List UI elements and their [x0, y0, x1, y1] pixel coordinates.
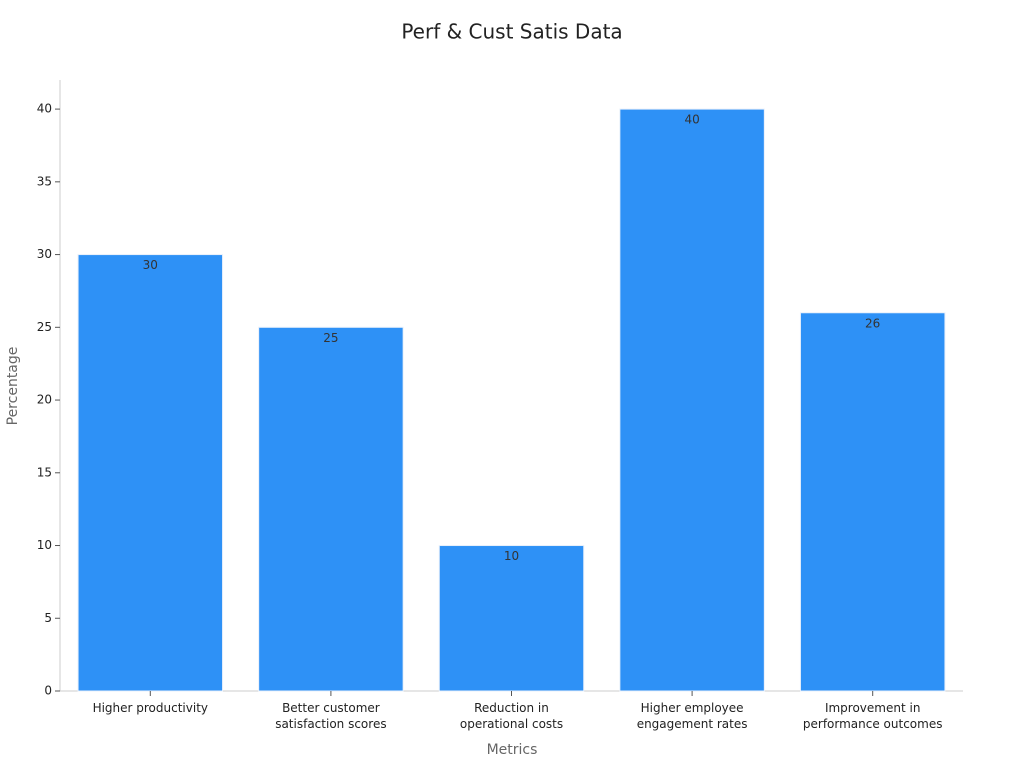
bar — [77, 254, 224, 692]
y-tick-label: 40 — [37, 102, 52, 116]
x-tick-label: Improvement in performance outcomes — [803, 701, 943, 731]
value-label: 25 — [323, 331, 338, 345]
value-label: 10 — [504, 549, 519, 563]
x-tick-label: Higher employee engagement rates — [637, 701, 748, 731]
y-tick-label: 15 — [37, 465, 52, 479]
value-label: 40 — [684, 113, 699, 127]
value-label: 30 — [143, 258, 158, 272]
y-axis-label: Percentage — [5, 347, 21, 426]
x-axis-label: Metrics — [487, 742, 538, 758]
bar — [799, 312, 946, 692]
y-tick-label: 25 — [37, 320, 52, 334]
y-tick-label: 20 — [37, 393, 52, 407]
x-tick-label: Higher productivity — [93, 701, 208, 715]
x-tick-label: Reduction in operational costs — [460, 701, 563, 731]
bar — [619, 108, 765, 692]
y-tick-label: 5 — [44, 611, 52, 625]
y-tick-label: 0 — [44, 684, 52, 698]
bar — [258, 326, 404, 692]
y-tick-label: 35 — [37, 174, 52, 188]
y-tick-label: 30 — [37, 247, 52, 261]
chart-title: Perf & Cust Satis Data — [401, 20, 622, 44]
y-tick-label: 10 — [37, 538, 52, 552]
bar — [438, 545, 585, 692]
value-label: 26 — [865, 316, 880, 330]
x-tick-label: Better customer satisfaction scores — [275, 701, 386, 731]
